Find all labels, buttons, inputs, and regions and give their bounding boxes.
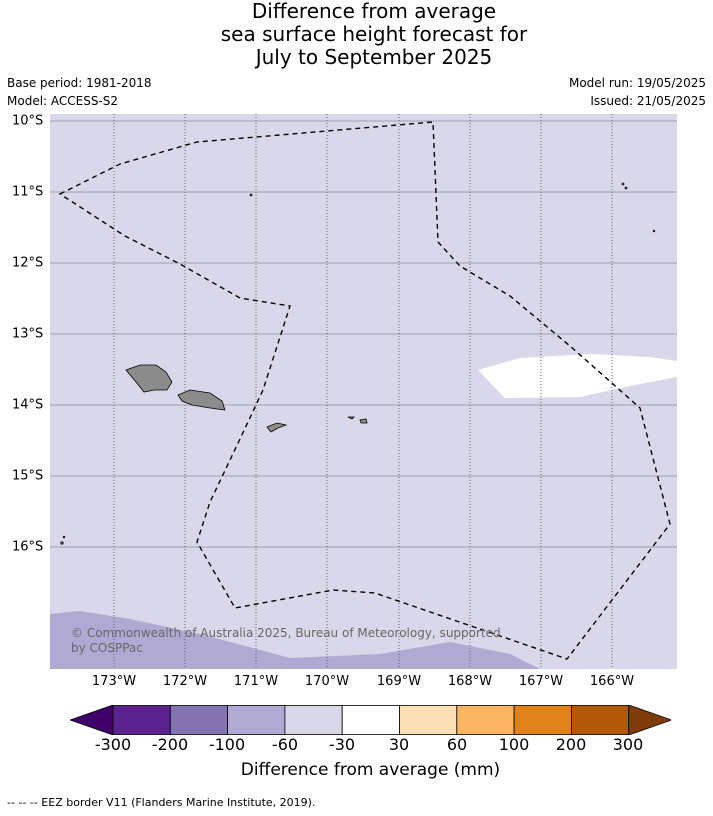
islands [60,182,656,545]
lat-label-10s: 10°S [12,113,44,129]
wallis-atoll [60,541,64,545]
colorbar-tick: -300 [94,735,132,754]
eez-samoa [58,121,671,660]
model-name: Model: ACCESS-S2 [7,94,119,108]
colorbar-tick: 100 [498,735,530,754]
lat-label-12s: 12°S [12,255,44,271]
colorbar-tick: -100 [208,735,246,754]
lat-label-14s: 14°S [12,397,44,413]
colorbar-segment [284,705,343,735]
tokelau-atoll-1 [621,182,625,186]
colorbar-tick: -200 [151,735,189,754]
upolu-island [177,389,226,411]
latitude-gridlines [50,120,677,548]
lat-label-11s: 11°S [12,184,44,200]
neutral-anomaly-region [478,354,677,398]
tokelau-atoll-3 [652,229,656,233]
colorbar-arrow-high [628,705,671,735]
manua-island [359,418,368,424]
wallis-atoll-2 [62,535,66,539]
colorbar-segment [227,705,286,735]
title-line-1: Difference from average [251,0,497,23]
eez-borders [58,121,671,660]
colorbar-arrow-low [70,705,114,735]
meta-right: Model run: 19/05/2025 Issued: 21/05/2025 [569,74,706,110]
model-run: Model run: 19/05/2025 [568,76,706,90]
colorbar-tick: -60 [271,735,299,754]
lon-label-166w: 166°W [589,674,635,689]
issued-date: Issued: 21/05/2025 [590,94,706,108]
base-period: Base period: 1981-2018 [7,76,152,90]
colorbar-tick: 30 [388,735,410,754]
tutuila-island [266,422,288,433]
copyright-notice: © Commonwealth of Australia 2025, Bureau… [71,626,501,655]
colorbar [70,705,671,735]
title-line-3: July to September 2025 [255,45,493,69]
eez-footnote: -- -- -- EEZ border V11 (Flanders Marine… [7,796,316,809]
map-canvas [50,114,677,669]
colorbar-segment [169,705,229,735]
colorbar-tick: -30 [328,735,356,754]
lat-label-13s: 13°S [12,326,44,342]
lower-anomaly-region [50,611,540,669]
longitude-gridlines [113,114,613,669]
manua-island-2 [347,416,355,420]
lon-label-168w: 168°W [447,674,493,689]
lon-label-173w: 173°W [91,674,137,689]
colorbar-segment [341,705,400,735]
lon-label-171w: 171°W [233,674,279,689]
savaii-island [125,364,173,393]
lat-label-16s: 16°S [12,539,44,555]
colorbar-segment [513,705,572,735]
lon-label-167w: 167°W [518,674,564,689]
colorbar-tick: 200 [555,735,587,754]
lon-label-172w: 172°W [162,674,208,689]
title-line-2: sea surface height forecast for [220,22,528,46]
colorbar-label: Difference from average (mm) [240,760,501,780]
colorbar-segment [456,705,515,735]
colorbar-segment [399,705,458,735]
meta-left: Base period: 1981-2018 Model: ACCESS-S2 [7,74,152,110]
colorbar-tick: 300 [612,735,644,754]
lat-label-15s: 15°S [12,468,44,484]
colorbar-segment [112,705,171,735]
colorbar-tick: 60 [446,735,468,754]
colorbar-segment [570,705,630,735]
colorbar-segments [70,705,671,735]
lon-label-170w: 170°W [304,674,350,689]
tokelau-atoll-2 [624,186,628,190]
swains-island [249,193,253,197]
lon-label-169w: 169°W [376,674,422,689]
map-title: Difference from average sea surface heig… [0,0,713,69]
